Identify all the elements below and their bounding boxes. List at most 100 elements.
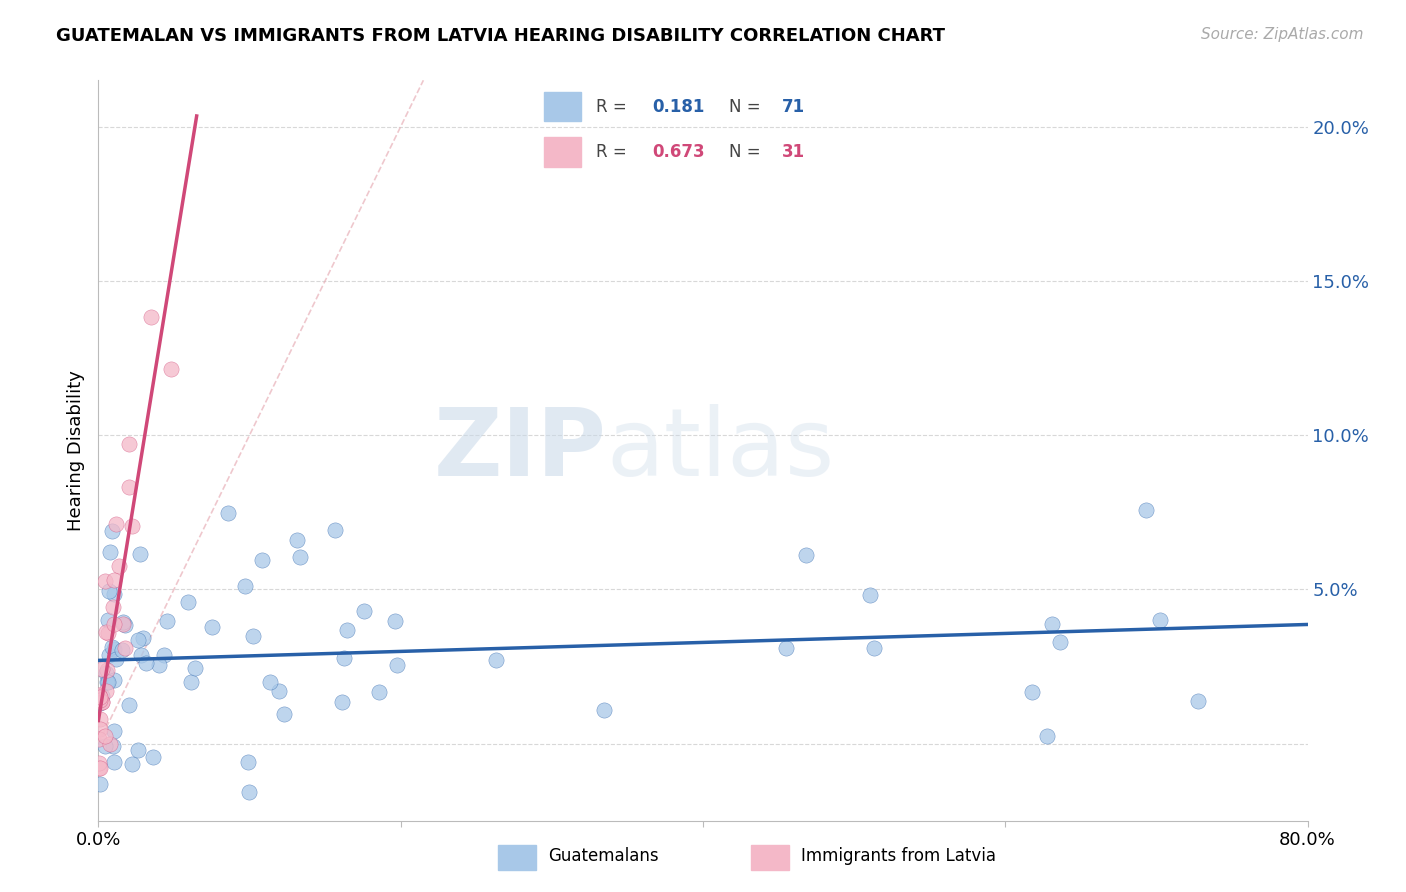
Point xyxy=(330,695,353,709)
Point xyxy=(121,757,143,772)
Point xyxy=(1036,729,1059,743)
Bar xyxy=(544,92,581,121)
Text: 0.181: 0.181 xyxy=(652,98,704,116)
Point xyxy=(89,761,111,775)
Point xyxy=(259,675,281,690)
Bar xyxy=(751,846,789,870)
Point xyxy=(127,632,149,647)
Point xyxy=(1049,634,1071,648)
Point xyxy=(131,648,153,663)
Point xyxy=(105,516,128,531)
Point xyxy=(114,618,136,632)
Y-axis label: Hearing Disability: Hearing Disability xyxy=(66,370,84,531)
Bar xyxy=(498,846,536,870)
Point xyxy=(103,723,125,738)
Point xyxy=(142,749,165,764)
Text: Immigrants from Latvia: Immigrants from Latvia xyxy=(801,847,997,865)
Point xyxy=(101,739,124,754)
Point xyxy=(103,673,125,688)
Point xyxy=(105,652,128,666)
Text: N =: N = xyxy=(730,98,766,116)
Point xyxy=(233,579,256,593)
Point xyxy=(101,640,124,654)
Point xyxy=(1040,617,1063,632)
Point xyxy=(89,688,111,702)
Point xyxy=(353,604,375,618)
Point xyxy=(127,742,149,756)
Point xyxy=(103,755,125,769)
Text: N =: N = xyxy=(730,143,766,161)
Point xyxy=(114,640,136,655)
Point xyxy=(121,519,143,533)
Point xyxy=(94,729,117,743)
Point xyxy=(135,657,157,671)
Point xyxy=(111,615,134,629)
Point xyxy=(242,629,264,643)
Point xyxy=(96,684,118,698)
Point xyxy=(1021,685,1043,699)
Point xyxy=(111,643,134,657)
Text: 71: 71 xyxy=(782,98,804,116)
Point xyxy=(97,648,120,662)
Point xyxy=(859,588,882,602)
Point xyxy=(269,683,291,698)
Text: ZIP: ZIP xyxy=(433,404,606,497)
Point xyxy=(89,756,111,770)
Point xyxy=(148,658,170,673)
Point xyxy=(111,616,134,631)
Point xyxy=(91,689,114,703)
Point xyxy=(1135,502,1157,516)
Point xyxy=(129,547,152,561)
Point xyxy=(94,739,117,754)
Point xyxy=(156,615,179,629)
Point xyxy=(1149,613,1171,627)
Point xyxy=(118,698,141,712)
Point xyxy=(96,663,118,677)
Point xyxy=(89,761,111,775)
Point xyxy=(91,662,114,676)
Point xyxy=(89,777,111,791)
Text: 31: 31 xyxy=(782,143,804,161)
Point xyxy=(103,573,125,587)
Point xyxy=(100,524,122,539)
Point xyxy=(285,533,308,547)
Point xyxy=(160,362,183,376)
Point xyxy=(775,640,797,655)
Point xyxy=(103,616,125,631)
Point xyxy=(118,437,141,451)
Point xyxy=(384,615,406,629)
Point xyxy=(141,310,163,325)
Point xyxy=(217,506,239,520)
Text: atlas: atlas xyxy=(606,404,835,497)
Point xyxy=(593,703,616,717)
Point xyxy=(288,549,311,564)
Point xyxy=(180,675,202,690)
Text: 0.673: 0.673 xyxy=(652,143,704,161)
Text: Source: ZipAtlas.com: Source: ZipAtlas.com xyxy=(1201,27,1364,42)
Text: Guatemalans: Guatemalans xyxy=(548,847,659,865)
Point xyxy=(89,693,111,707)
Point xyxy=(103,641,125,656)
Text: GUATEMALAN VS IMMIGRANTS FROM LATVIA HEARING DISABILITY CORRELATION CHART: GUATEMALAN VS IMMIGRANTS FROM LATVIA HEA… xyxy=(56,27,945,45)
Text: R =: R = xyxy=(596,143,633,161)
Point xyxy=(97,625,120,640)
Point xyxy=(177,594,200,608)
Point xyxy=(96,624,118,639)
Point xyxy=(89,723,111,737)
Bar xyxy=(544,137,581,167)
Point xyxy=(97,675,120,690)
Point xyxy=(89,732,111,747)
Point xyxy=(385,658,408,673)
Point xyxy=(96,674,118,689)
Point xyxy=(250,553,273,567)
Point xyxy=(97,583,120,598)
Point xyxy=(89,696,111,710)
Point xyxy=(862,641,884,656)
Point xyxy=(485,653,508,667)
Text: R =: R = xyxy=(596,98,633,116)
Point xyxy=(89,712,111,726)
Point xyxy=(90,694,112,708)
Point xyxy=(118,480,141,494)
Point xyxy=(89,690,111,704)
Point xyxy=(201,620,224,634)
